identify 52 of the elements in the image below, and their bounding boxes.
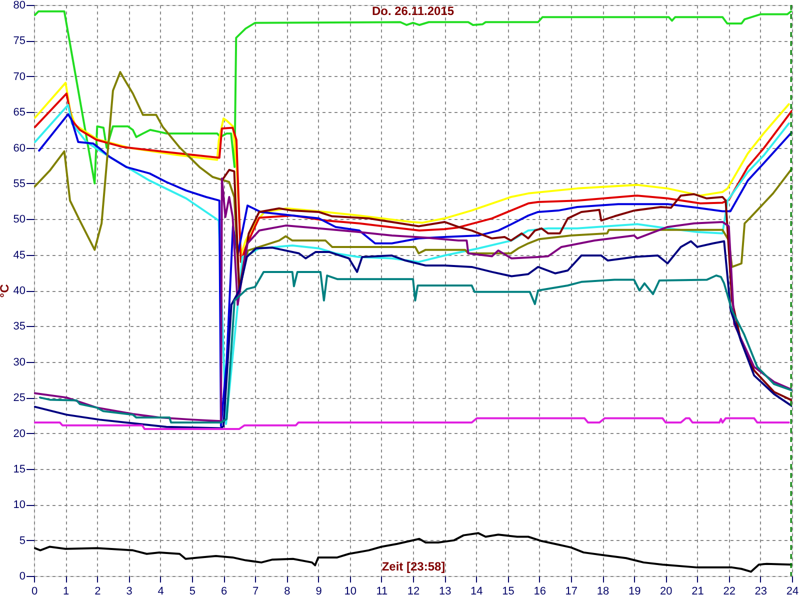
x-tick-label: 13 (438, 586, 452, 598)
x-tick-label: 9 (316, 586, 322, 598)
y-tick-label: 50 (13, 214, 26, 226)
line-series (220, 168, 792, 402)
x-axis-title: Zeit [23:58] (382, 560, 446, 574)
y-tick-label: 75 (13, 35, 26, 48)
y-tick-label: 55 (13, 178, 26, 190)
x-tick-label: 11 (376, 586, 388, 598)
x-tick-label: 7 (252, 586, 259, 598)
y-axis-title: °C (0, 284, 12, 298)
x-tick-label: 15 (502, 586, 514, 598)
x-tick-label: 14 (470, 586, 483, 598)
line-series (34, 177, 792, 422)
x-tick-label: 12 (407, 586, 420, 598)
x-tick-label: 18 (596, 586, 610, 598)
x-tick-label: 24 (786, 586, 799, 598)
y-tick-label: 35 (13, 320, 26, 333)
x-tick-label: 1 (63, 586, 70, 598)
y-tick-label: 30 (13, 356, 26, 368)
x-tick-label: 19 (628, 586, 641, 598)
x-tick-label: 2 (94, 586, 101, 598)
line-series (34, 532, 792, 573)
y-tick-label: 70 (13, 70, 26, 83)
y-tick-label: 45 (13, 249, 26, 262)
x-tick-label: 4 (158, 586, 164, 598)
line-series (34, 71, 792, 292)
x-tick-label: 8 (284, 586, 290, 598)
line-series (39, 270, 792, 424)
y-tick-label: 5 (19, 534, 26, 547)
x-tick-label: 17 (565, 586, 578, 598)
line-series (34, 240, 792, 430)
y-tick-label: 60 (13, 142, 26, 154)
x-tick-label: 16 (534, 586, 546, 598)
x-tick-label: 22 (723, 586, 736, 598)
x-tick-label: 6 (220, 586, 228, 598)
y-tick-label: 15 (13, 463, 26, 476)
x-tick-label: 0 (31, 586, 38, 598)
y-tick-label: 25 (13, 392, 26, 404)
y-tick-label: 0 (19, 570, 26, 582)
y-tick-label: 65 (13, 106, 26, 119)
x-tick-label: 3 (126, 586, 132, 598)
chart-title: Do. 26.11.2015 (372, 4, 454, 18)
x-tick-label: 10 (344, 586, 356, 598)
x-tick-label: 20 (660, 586, 672, 598)
y-tick-label: 20 (13, 428, 26, 440)
y-tick-label: 10 (13, 499, 26, 512)
x-tick-label: 5 (189, 586, 196, 598)
y-tick-label: 40 (13, 285, 26, 297)
x-tick-label: 23 (754, 586, 768, 598)
y-tick-label: 80 (13, 0, 26, 12)
x-tick-label: 21 (692, 586, 704, 598)
line-series (34, 417, 790, 430)
